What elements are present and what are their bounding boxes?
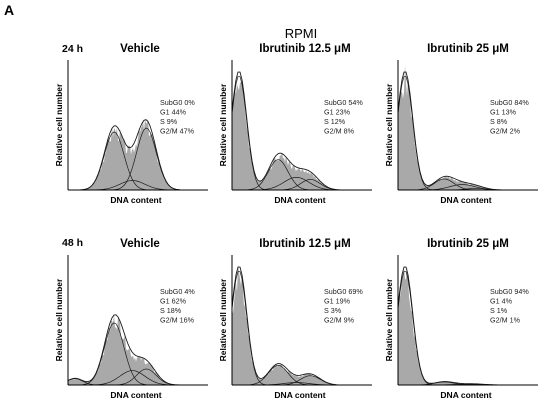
histogram-panel: Relative cell number DNA content Vehicle Su… (54, 43, 208, 205)
cell-cycle-stat: G2/M 9% (324, 316, 355, 325)
y-axis-label: Relative cell number (384, 83, 394, 166)
histogram-fill (68, 118, 208, 190)
cell-cycle-stat: S 18% (160, 306, 182, 315)
cell-cycle-stat: SubG0 94% (490, 287, 529, 296)
cell-cycle-stat: G1 19% (324, 297, 351, 306)
histogram-panel: Relative cell number DNA content Vehicle Su… (54, 238, 208, 400)
panel-title: Ibrutinib 12.5 μM (259, 238, 350, 250)
x-axis-label: DNA content (440, 195, 491, 205)
cell-cycle-stat: G2/M 47% (160, 127, 195, 136)
cell-cycle-stat: G2/M 8% (324, 127, 355, 136)
y-axis-label: Relative cell number (218, 278, 228, 361)
cell-cycle-stat: G1 23% (324, 108, 351, 117)
histogram-fill (398, 267, 538, 385)
histogram-fill (232, 81, 372, 190)
cell-cycle-stat: S 1% (490, 306, 508, 315)
y-axis-label: Relative cell number (54, 83, 64, 166)
time-label-24h: 24 h (62, 43, 83, 55)
cell-cycle-stat: SubG0 4% (160, 287, 195, 296)
x-axis-label: DNA content (274, 195, 325, 205)
y-axis-label: Relative cell number (384, 278, 394, 361)
cell-cycle-stat: G2/M 2% (490, 127, 521, 136)
panel-title: Vehicle (120, 238, 160, 250)
cell-cycle-stat: G1 44% (160, 108, 187, 117)
cell-cycle-stat: S 3% (324, 306, 342, 315)
histogram-panel: Relative cell number DNA content Ibrutinib… (384, 238, 538, 400)
x-axis-label: DNA content (110, 390, 161, 400)
y-axis-label: Relative cell number (218, 83, 228, 166)
panel-title: Ibrutinib 25 μM (427, 238, 509, 250)
cell-cycle-stat: SubG0 69% (324, 287, 363, 296)
cell-cycle-stat: G2/M 1% (490, 316, 521, 325)
cell-cycle-stat: S 9% (160, 117, 178, 126)
histogram-fill (232, 264, 372, 385)
histogram-fill (68, 314, 208, 385)
cell-cycle-stat: G1 13% (490, 108, 517, 117)
histogram-panel: Relative cell number DNA content Ibrutinib… (384, 43, 538, 205)
time-label-48h: 48 h (62, 237, 83, 249)
cell-cycle-stat: G1 4% (490, 297, 513, 306)
panel-title: Vehicle (120, 43, 160, 55)
x-axis-label: DNA content (440, 390, 491, 400)
cell-cycle-stat: S 8% (490, 117, 508, 126)
condition-title: RPMI (285, 26, 318, 41)
cell-cycle-stat: G1 62% (160, 297, 187, 306)
histogram-fill (398, 64, 538, 190)
panel-title: Ibrutinib 25 μM (427, 43, 509, 55)
cell-cycle-stat: S 12% (324, 117, 346, 126)
panel-title: Ibrutinib 12.5 μM (259, 43, 350, 55)
cell-cycle-stat: G2/M 16% (160, 316, 195, 325)
histogram-panel: Relative cell number DNA content Ibrutinib… (218, 43, 372, 205)
panel-letter: A (4, 2, 14, 18)
cell-cycle-stat: SubG0 84% (490, 98, 529, 107)
histogram-panel: Relative cell number DNA content Ibrutinib… (218, 238, 372, 400)
x-axis-label: DNA content (110, 195, 161, 205)
x-axis-label: DNA content (274, 390, 325, 400)
cell-cycle-stat: SubG0 54% (324, 98, 363, 107)
cell-cycle-stat: SubG0 0% (160, 98, 195, 107)
y-axis-label: Relative cell number (54, 278, 64, 361)
